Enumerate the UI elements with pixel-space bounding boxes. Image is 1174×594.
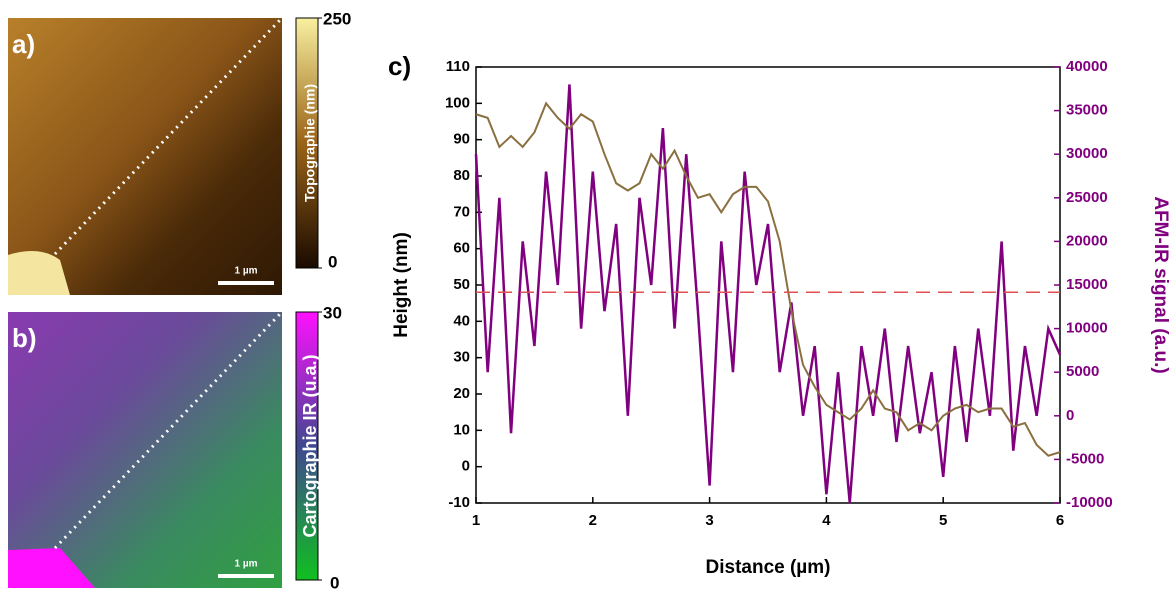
- x-tick-label: 1: [472, 512, 480, 529]
- y-tick-label: -10: [448, 494, 470, 511]
- y2-tick-label: 10000: [1066, 320, 1108, 337]
- y-tick-label: 60: [453, 240, 470, 257]
- y-tick-label: 70: [453, 203, 470, 220]
- y-tick-label: 40: [453, 312, 470, 329]
- x-tick-label: 6: [1056, 512, 1064, 529]
- colorbar-tick-label: 30: [323, 303, 342, 322]
- y-tick-label: 90: [453, 131, 470, 148]
- y-axis-label: Height (nm): [391, 232, 412, 338]
- plot-frame: [475, 66, 1061, 504]
- panel-b: 1 µm b) Cartographie IR (u.a.) 30 0: [8, 303, 342, 592]
- scale-bar-label: 1 µm: [235, 559, 258, 570]
- series-line: [474, 84, 1062, 504]
- y2-tick-label: 35000: [1066, 102, 1108, 119]
- y-tick-label: 20: [453, 385, 470, 402]
- line-chart: c) Distance (µm) Height (nm) AFM-IR sign…: [388, 51, 1171, 578]
- y-tick-label: 80: [453, 167, 470, 184]
- y-tick-label: 10: [453, 421, 470, 438]
- y2-tick-label: -10000: [1066, 494, 1113, 511]
- scale-bar-label: 1 µm: [235, 266, 258, 277]
- y2-tick-label: 25000: [1066, 189, 1108, 206]
- y2-tick-label: 20000: [1066, 232, 1108, 249]
- colorbar-tick-label: 250: [323, 9, 351, 28]
- y2-tick-label: 15000: [1066, 276, 1108, 293]
- y2-tick-label: 0: [1066, 407, 1074, 424]
- y2-tick-label: -5000: [1066, 450, 1104, 467]
- profile-line: [53, 18, 282, 256]
- x-axis-label: Distance (µm): [706, 557, 831, 578]
- y-tick-label: 50: [453, 276, 470, 293]
- series-line: [475, 101, 1061, 457]
- x-tick-label: 5: [939, 512, 947, 529]
- x-tick-label: 3: [705, 512, 713, 529]
- colorbar-tick-label: 0: [328, 252, 337, 271]
- bright-region: [8, 251, 70, 295]
- bright-region: [8, 548, 95, 588]
- colorbar-title: Cartographie IR (u.a.): [300, 354, 320, 537]
- panel-a: 1 µm a) Topographie (nm) 250 0: [8, 9, 351, 295]
- y-tick-label: 110: [446, 58, 470, 75]
- colorbar: [295, 311, 319, 581]
- y2-tick-label: 40000: [1066, 58, 1108, 75]
- panel-label: b): [12, 323, 37, 353]
- ir-image: [8, 312, 282, 588]
- x-tick-label: 2: [589, 512, 597, 529]
- y2-tick-label: 5000: [1066, 363, 1099, 380]
- y2-tick-label: 30000: [1066, 145, 1108, 162]
- panel-label: c): [388, 51, 411, 81]
- y-tick-label: 100: [445, 94, 470, 111]
- y-tick-label: 30: [453, 349, 470, 366]
- colorbar: [295, 17, 319, 269]
- panel-label: a): [12, 29, 35, 59]
- x-tick-label: 4: [822, 512, 831, 529]
- profile-line: [53, 312, 282, 550]
- y-tick-label: 0: [462, 458, 470, 475]
- colorbar-tick-label: 0: [330, 573, 339, 589]
- topography-image: [8, 18, 282, 295]
- colorbar-title: Topographie (nm): [302, 84, 318, 202]
- y2-axis-label: AFM-IR signal (a.u.): [1150, 196, 1171, 373]
